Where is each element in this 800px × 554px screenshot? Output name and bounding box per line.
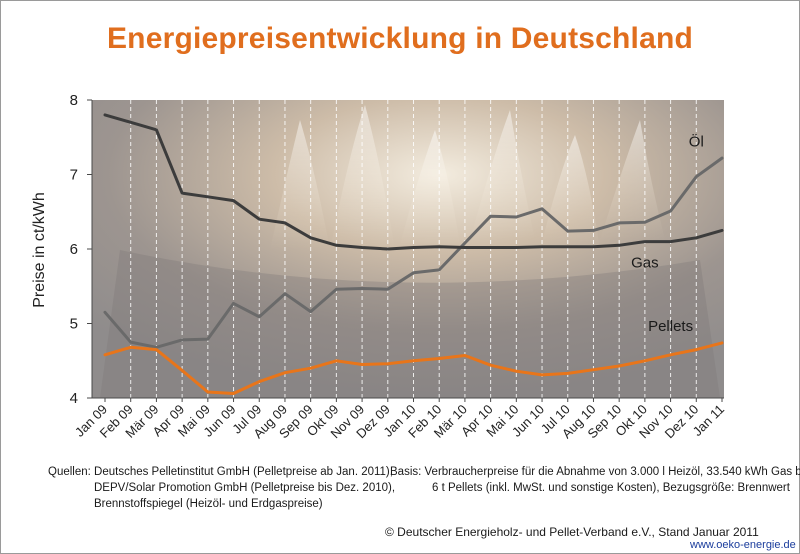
y-tick-label: 6 [70, 241, 78, 258]
basis-note: Basis: Verbraucherpreise für die Abnahme… [390, 464, 800, 496]
y-tick-label: 8 [70, 92, 78, 109]
chart-title: Energiepreisentwicklung in Deutschland [106, 22, 694, 55]
series-label: Pellets [648, 318, 693, 335]
y-tick-label: 7 [70, 167, 78, 184]
series-line-l [103, 156, 724, 349]
series-line-pellets [103, 341, 724, 395]
basis-line: 6 t Pellets (inkl. MwSt. und sonstige Ko… [432, 482, 790, 494]
y-axis-label: Preise in ct/kWh [31, 192, 48, 308]
series-label: Gas [631, 255, 659, 272]
y-tick-label: 5 [70, 316, 78, 333]
basis-line: Basis: Verbraucherpreise für die Abnahme… [390, 466, 800, 478]
series-labels: Öl Gas Pellets [631, 133, 704, 335]
sources-line: Quellen: Deutsches Pelletinstitut GmbH (… [48, 466, 393, 478]
sources-line: Brennstoffspiegel (Heizöl- und Erdgaspre… [94, 498, 323, 510]
copyright-note: © Deutscher Energieholz- und Pellet-Verb… [385, 525, 759, 539]
series-layer [103, 113, 724, 395]
y-tick-label: 4 [70, 390, 78, 407]
series-label: Öl [689, 133, 704, 151]
series-line-gas [103, 113, 724, 251]
sources-line: DEPV/Solar Promotion GmbH (Pelletpreise … [94, 482, 396, 494]
sources-note: Quellen: Deutsches Pelletinstitut GmbH (… [48, 464, 395, 512]
website-link[interactable]: www.oeko-energie.de [690, 539, 796, 551]
